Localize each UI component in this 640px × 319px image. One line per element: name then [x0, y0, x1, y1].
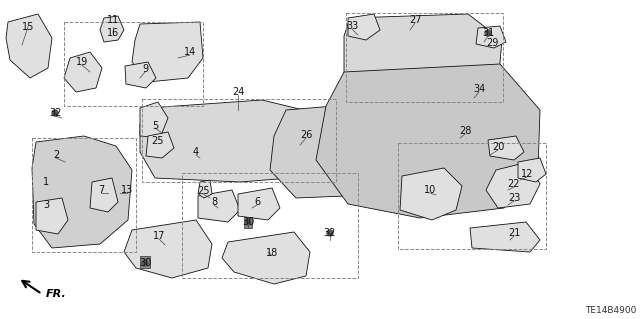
Polygon shape	[344, 14, 502, 102]
Bar	[182, 173, 358, 278]
Text: 11: 11	[107, 15, 119, 25]
Text: 6: 6	[254, 197, 260, 207]
Text: 19: 19	[76, 57, 88, 67]
Text: 33: 33	[346, 21, 358, 31]
Polygon shape	[476, 26, 506, 48]
Polygon shape	[348, 14, 380, 40]
Text: FR.: FR.	[46, 289, 67, 299]
Bar	[142, 99, 336, 182]
Text: 32: 32	[49, 108, 61, 118]
Text: 18: 18	[266, 248, 278, 258]
Text: 20: 20	[492, 142, 504, 152]
Polygon shape	[140, 102, 168, 138]
Circle shape	[52, 110, 58, 116]
Polygon shape	[32, 136, 132, 248]
Text: 32: 32	[324, 228, 336, 238]
Text: 3: 3	[43, 200, 49, 210]
Text: 4: 4	[193, 147, 199, 157]
Circle shape	[142, 260, 148, 266]
Polygon shape	[486, 162, 540, 208]
Polygon shape	[198, 190, 240, 222]
Polygon shape	[132, 22, 203, 82]
Text: 28: 28	[459, 126, 471, 136]
Polygon shape	[244, 218, 252, 228]
Text: 27: 27	[409, 15, 421, 25]
Polygon shape	[140, 100, 336, 182]
Text: 10: 10	[424, 185, 436, 195]
Text: 25: 25	[196, 186, 209, 196]
Text: 12: 12	[521, 169, 533, 179]
Bar	[32, 138, 136, 252]
Circle shape	[485, 30, 491, 36]
Polygon shape	[125, 62, 156, 88]
Text: 30: 30	[242, 217, 254, 227]
Polygon shape	[488, 136, 524, 160]
Text: 7: 7	[98, 185, 104, 195]
Text: 22: 22	[508, 179, 520, 189]
Polygon shape	[36, 198, 68, 234]
Text: 2: 2	[53, 150, 59, 160]
Polygon shape	[146, 132, 174, 158]
Text: 21: 21	[508, 228, 520, 238]
Circle shape	[245, 219, 251, 225]
Polygon shape	[198, 180, 212, 198]
Text: 1: 1	[43, 177, 49, 187]
Text: 16: 16	[107, 28, 119, 38]
Polygon shape	[518, 158, 546, 182]
Bar	[398, 143, 546, 249]
Polygon shape	[6, 14, 52, 78]
Text: 17: 17	[153, 231, 165, 241]
Polygon shape	[470, 222, 540, 252]
Polygon shape	[140, 256, 150, 268]
Bar	[346, 13, 503, 102]
Text: 23: 23	[508, 193, 520, 203]
Polygon shape	[124, 220, 212, 278]
Polygon shape	[238, 188, 280, 220]
Polygon shape	[316, 64, 540, 218]
Text: 9: 9	[142, 64, 148, 74]
Polygon shape	[400, 168, 462, 220]
Text: 31: 31	[482, 28, 494, 38]
Polygon shape	[270, 104, 384, 198]
Circle shape	[327, 230, 333, 236]
Text: 24: 24	[232, 87, 244, 97]
Text: 30: 30	[139, 258, 151, 268]
Text: 8: 8	[211, 197, 217, 207]
Text: 29: 29	[486, 38, 498, 48]
Polygon shape	[64, 52, 102, 92]
Text: 15: 15	[22, 22, 34, 32]
Polygon shape	[100, 16, 124, 42]
Text: 34: 34	[473, 84, 485, 94]
Text: 13: 13	[121, 185, 133, 195]
Polygon shape	[222, 232, 310, 284]
Bar	[64, 22, 203, 106]
Text: 14: 14	[184, 47, 196, 57]
Text: TE14B4900: TE14B4900	[584, 306, 636, 315]
Text: 25: 25	[151, 136, 163, 146]
Polygon shape	[90, 178, 118, 212]
Text: 26: 26	[300, 130, 312, 140]
Text: 5: 5	[152, 121, 158, 131]
